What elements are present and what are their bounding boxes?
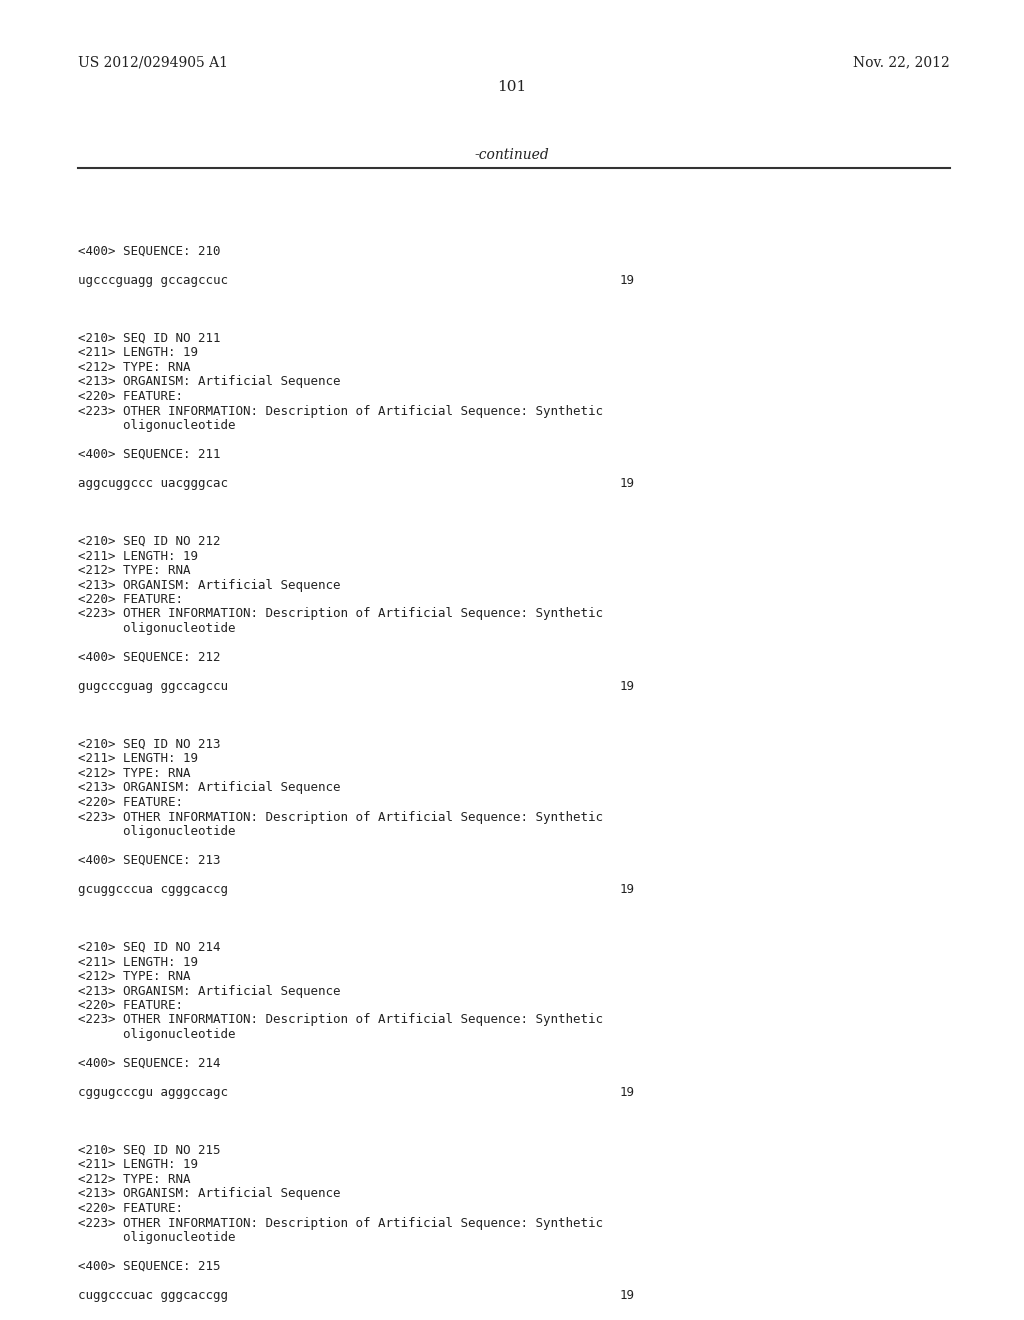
Text: <210> SEQ ID NO 214: <210> SEQ ID NO 214	[78, 941, 220, 954]
Text: gugcccguag ggccagccu: gugcccguag ggccagccu	[78, 680, 228, 693]
Text: <212> TYPE: RNA: <212> TYPE: RNA	[78, 564, 190, 577]
Text: oligonucleotide: oligonucleotide	[78, 1232, 236, 1243]
Text: <212> TYPE: RNA: <212> TYPE: RNA	[78, 970, 190, 983]
Text: <212> TYPE: RNA: <212> TYPE: RNA	[78, 1173, 190, 1185]
Text: <210> SEQ ID NO 213: <210> SEQ ID NO 213	[78, 738, 220, 751]
Text: oligonucleotide: oligonucleotide	[78, 1028, 236, 1041]
Text: <211> LENGTH: 19: <211> LENGTH: 19	[78, 752, 198, 766]
Text: 19: 19	[620, 883, 635, 896]
Text: 19: 19	[620, 680, 635, 693]
Text: 19: 19	[620, 275, 635, 286]
Text: <210> SEQ ID NO 211: <210> SEQ ID NO 211	[78, 333, 220, 345]
Text: <213> ORGANISM: Artificial Sequence: <213> ORGANISM: Artificial Sequence	[78, 985, 341, 998]
Text: cuggcccuac gggcaccgg: cuggcccuac gggcaccgg	[78, 1290, 228, 1302]
Text: gcuggcccua cgggcaccg: gcuggcccua cgggcaccg	[78, 883, 228, 896]
Text: <212> TYPE: RNA: <212> TYPE: RNA	[78, 767, 190, 780]
Text: <400> SEQUENCE: 212: <400> SEQUENCE: 212	[78, 651, 220, 664]
Text: <213> ORGANISM: Artificial Sequence: <213> ORGANISM: Artificial Sequence	[78, 375, 341, 388]
Text: ugcccguagg gccagccuc: ugcccguagg gccagccuc	[78, 275, 228, 286]
Text: <213> ORGANISM: Artificial Sequence: <213> ORGANISM: Artificial Sequence	[78, 578, 341, 591]
Text: <220> FEATURE:: <220> FEATURE:	[78, 389, 183, 403]
Text: oligonucleotide: oligonucleotide	[78, 622, 236, 635]
Text: oligonucleotide: oligonucleotide	[78, 418, 236, 432]
Text: 101: 101	[498, 81, 526, 94]
Text: <210> SEQ ID NO 215: <210> SEQ ID NO 215	[78, 1144, 220, 1158]
Text: <211> LENGTH: 19: <211> LENGTH: 19	[78, 956, 198, 969]
Text: <223> OTHER INFORMATION: Description of Artificial Sequence: Synthetic: <223> OTHER INFORMATION: Description of …	[78, 1014, 603, 1027]
Text: <220> FEATURE:: <220> FEATURE:	[78, 593, 183, 606]
Text: <212> TYPE: RNA: <212> TYPE: RNA	[78, 360, 190, 374]
Text: oligonucleotide: oligonucleotide	[78, 825, 236, 838]
Text: <400> SEQUENCE: 210: <400> SEQUENCE: 210	[78, 246, 220, 257]
Text: 19: 19	[620, 477, 635, 490]
Text: <211> LENGTH: 19: <211> LENGTH: 19	[78, 549, 198, 562]
Text: 19: 19	[620, 1290, 635, 1302]
Text: cggugcccgu agggccagc: cggugcccgu agggccagc	[78, 1086, 228, 1100]
Text: aggcuggccc uacgggcac: aggcuggccc uacgggcac	[78, 477, 228, 490]
Text: <220> FEATURE:: <220> FEATURE:	[78, 796, 183, 809]
Text: <210> SEQ ID NO 212: <210> SEQ ID NO 212	[78, 535, 220, 548]
Text: <220> FEATURE:: <220> FEATURE:	[78, 1203, 183, 1214]
Text: <211> LENGTH: 19: <211> LENGTH: 19	[78, 346, 198, 359]
Text: <223> OTHER INFORMATION: Description of Artificial Sequence: Synthetic: <223> OTHER INFORMATION: Description of …	[78, 1217, 603, 1229]
Text: <400> SEQUENCE: 213: <400> SEQUENCE: 213	[78, 854, 220, 867]
Text: <223> OTHER INFORMATION: Description of Artificial Sequence: Synthetic: <223> OTHER INFORMATION: Description of …	[78, 607, 603, 620]
Text: Nov. 22, 2012: Nov. 22, 2012	[853, 55, 950, 69]
Text: <213> ORGANISM: Artificial Sequence: <213> ORGANISM: Artificial Sequence	[78, 781, 341, 795]
Text: <223> OTHER INFORMATION: Description of Artificial Sequence: Synthetic: <223> OTHER INFORMATION: Description of …	[78, 810, 603, 824]
Text: <400> SEQUENCE: 214: <400> SEQUENCE: 214	[78, 1057, 220, 1071]
Text: US 2012/0294905 A1: US 2012/0294905 A1	[78, 55, 228, 69]
Text: <211> LENGTH: 19: <211> LENGTH: 19	[78, 1159, 198, 1172]
Text: <400> SEQUENCE: 211: <400> SEQUENCE: 211	[78, 447, 220, 461]
Text: <220> FEATURE:: <220> FEATURE:	[78, 999, 183, 1012]
Text: 19: 19	[620, 1086, 635, 1100]
Text: <213> ORGANISM: Artificial Sequence: <213> ORGANISM: Artificial Sequence	[78, 1188, 341, 1200]
Text: <223> OTHER INFORMATION: Description of Artificial Sequence: Synthetic: <223> OTHER INFORMATION: Description of …	[78, 404, 603, 417]
Text: <400> SEQUENCE: 215: <400> SEQUENCE: 215	[78, 1261, 220, 1272]
Text: -continued: -continued	[475, 148, 549, 162]
